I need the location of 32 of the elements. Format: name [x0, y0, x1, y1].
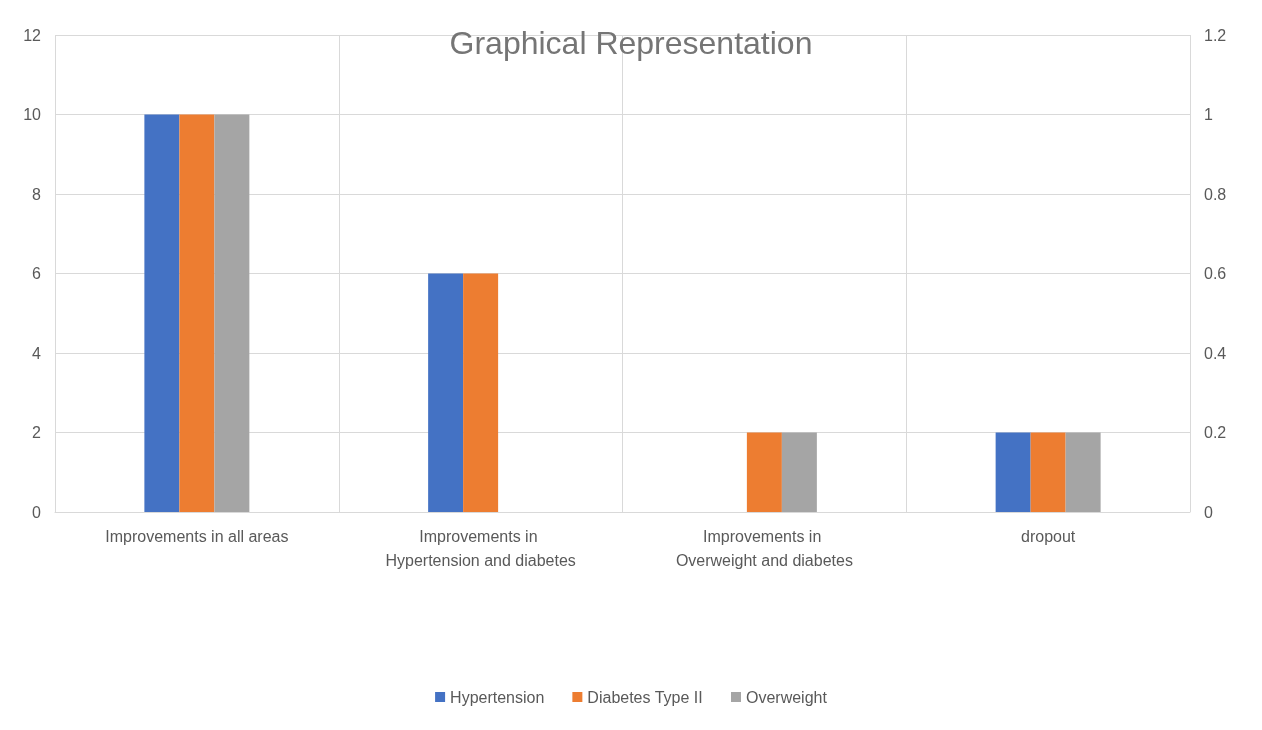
y-tick-label: 0 — [32, 503, 42, 521]
bar — [995, 432, 1031, 512]
y2-tick-label: 0.4 — [1204, 344, 1227, 362]
y2-tick-label: 0.2 — [1204, 424, 1227, 441]
y-tick-label: 8 — [32, 185, 42, 203]
bar — [214, 114, 250, 512]
bar — [463, 273, 499, 512]
y2-tick-label: 0.6 — [1204, 265, 1227, 282]
bar — [179, 114, 215, 512]
y2-tick-label: 0.8 — [1204, 185, 1227, 203]
y-tick-label: 2 — [32, 424, 42, 441]
y2-tick-label: 1 — [1204, 106, 1213, 123]
bar — [746, 432, 782, 512]
y-tick-label: 6 — [32, 265, 42, 282]
y-tick-label: 4 — [32, 344, 42, 362]
bar — [428, 273, 464, 512]
legend-label: Diabetes Type II — [587, 688, 703, 706]
x-tick-label: Improvements in Hypertension and diabetes — [385, 527, 576, 569]
legend-label: Overweight — [745, 688, 828, 706]
y-tick-label: 12 — [23, 26, 42, 44]
x-tick-label: dropout — [1020, 527, 1076, 545]
y2-tick-label: 0 — [1204, 503, 1213, 521]
bar — [144, 114, 180, 512]
y2-tick-label: 1.2 — [1204, 26, 1227, 44]
legend-label: Hypertension — [450, 688, 545, 706]
bar — [781, 432, 817, 512]
bar — [1065, 432, 1101, 512]
chart-title: Graphical Representation — [449, 25, 813, 61]
bar — [1030, 432, 1066, 512]
x-tick-label: Improvements in Overweight and diabetes — [675, 527, 853, 569]
x-tick-label: Improvements in all areas — [105, 527, 289, 545]
y-tick-label: 10 — [23, 106, 42, 123]
